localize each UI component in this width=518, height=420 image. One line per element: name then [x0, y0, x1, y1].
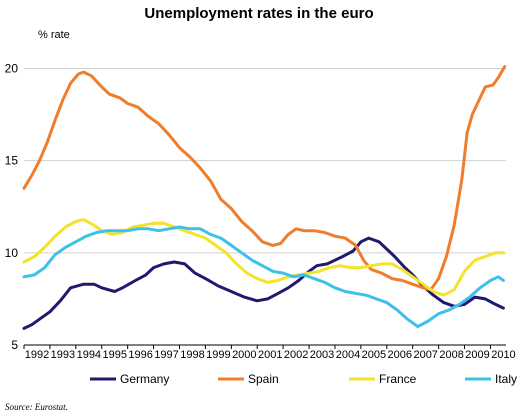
- series-line-italy: [22, 225, 505, 329]
- x-tick-label-2009: 2009: [465, 349, 489, 361]
- y-axis-unit-label: % rate: [38, 29, 70, 41]
- chart-title: Unemployment rates in the euro: [144, 5, 373, 22]
- x-tick-label-2004: 2004: [336, 349, 360, 361]
- legend-label-germany: Germany: [120, 372, 169, 386]
- legend-label-italy: Italy: [495, 372, 517, 386]
- x-tick-label-2007: 2007: [413, 349, 437, 361]
- y-tick-label-5: 5: [11, 338, 18, 352]
- x-tick-label-2003: 2003: [310, 349, 334, 361]
- legend-label-spain: Spain: [248, 372, 279, 386]
- x-tick-label-1997: 1997: [154, 349, 178, 361]
- x-tick-label-1999: 1999: [206, 349, 230, 361]
- x-tick-label-1992: 1992: [25, 349, 49, 361]
- y-tick-label-20: 20: [5, 61, 19, 75]
- gridlines: [24, 67, 506, 254]
- x-tick-label-2002: 2002: [284, 349, 308, 361]
- x-tick-label-1994: 1994: [77, 349, 101, 361]
- x-tick-label-2001: 2001: [258, 349, 282, 361]
- x-tick-label-2010: 2010: [491, 349, 515, 361]
- x-tick-label-2008: 2008: [439, 349, 463, 361]
- series-line-spain: [22, 65, 507, 292]
- x-tick-label-2005: 2005: [362, 349, 386, 361]
- y-tick-label-10: 10: [5, 246, 19, 260]
- x-tick-label-1993: 1993: [51, 349, 75, 361]
- x-tick-label-1996: 1996: [128, 349, 152, 361]
- x-tick-label-2006: 2006: [388, 349, 412, 361]
- source-note: Source: Eurostat.: [5, 402, 68, 412]
- x-axis-ticks: 1992 1993 1994 1995 1996 1997 1998 1999 2000 2001…: [23, 345, 516, 361]
- x-tick-label-1998: 1998: [180, 349, 204, 361]
- x-tick-label-2000: 2000: [232, 349, 256, 361]
- y-axis-ticks: 5 10 15 20: [5, 61, 19, 352]
- legend: Germany Spain France Italy: [90, 372, 517, 386]
- y-tick-label-15: 15: [5, 154, 19, 168]
- x-tick-label-1995: 1995: [102, 349, 126, 361]
- series-lines: [22, 65, 507, 330]
- series-line-germany: [22, 236, 505, 330]
- series-line-france: [22, 218, 505, 297]
- legend-label-france: France: [379, 372, 417, 386]
